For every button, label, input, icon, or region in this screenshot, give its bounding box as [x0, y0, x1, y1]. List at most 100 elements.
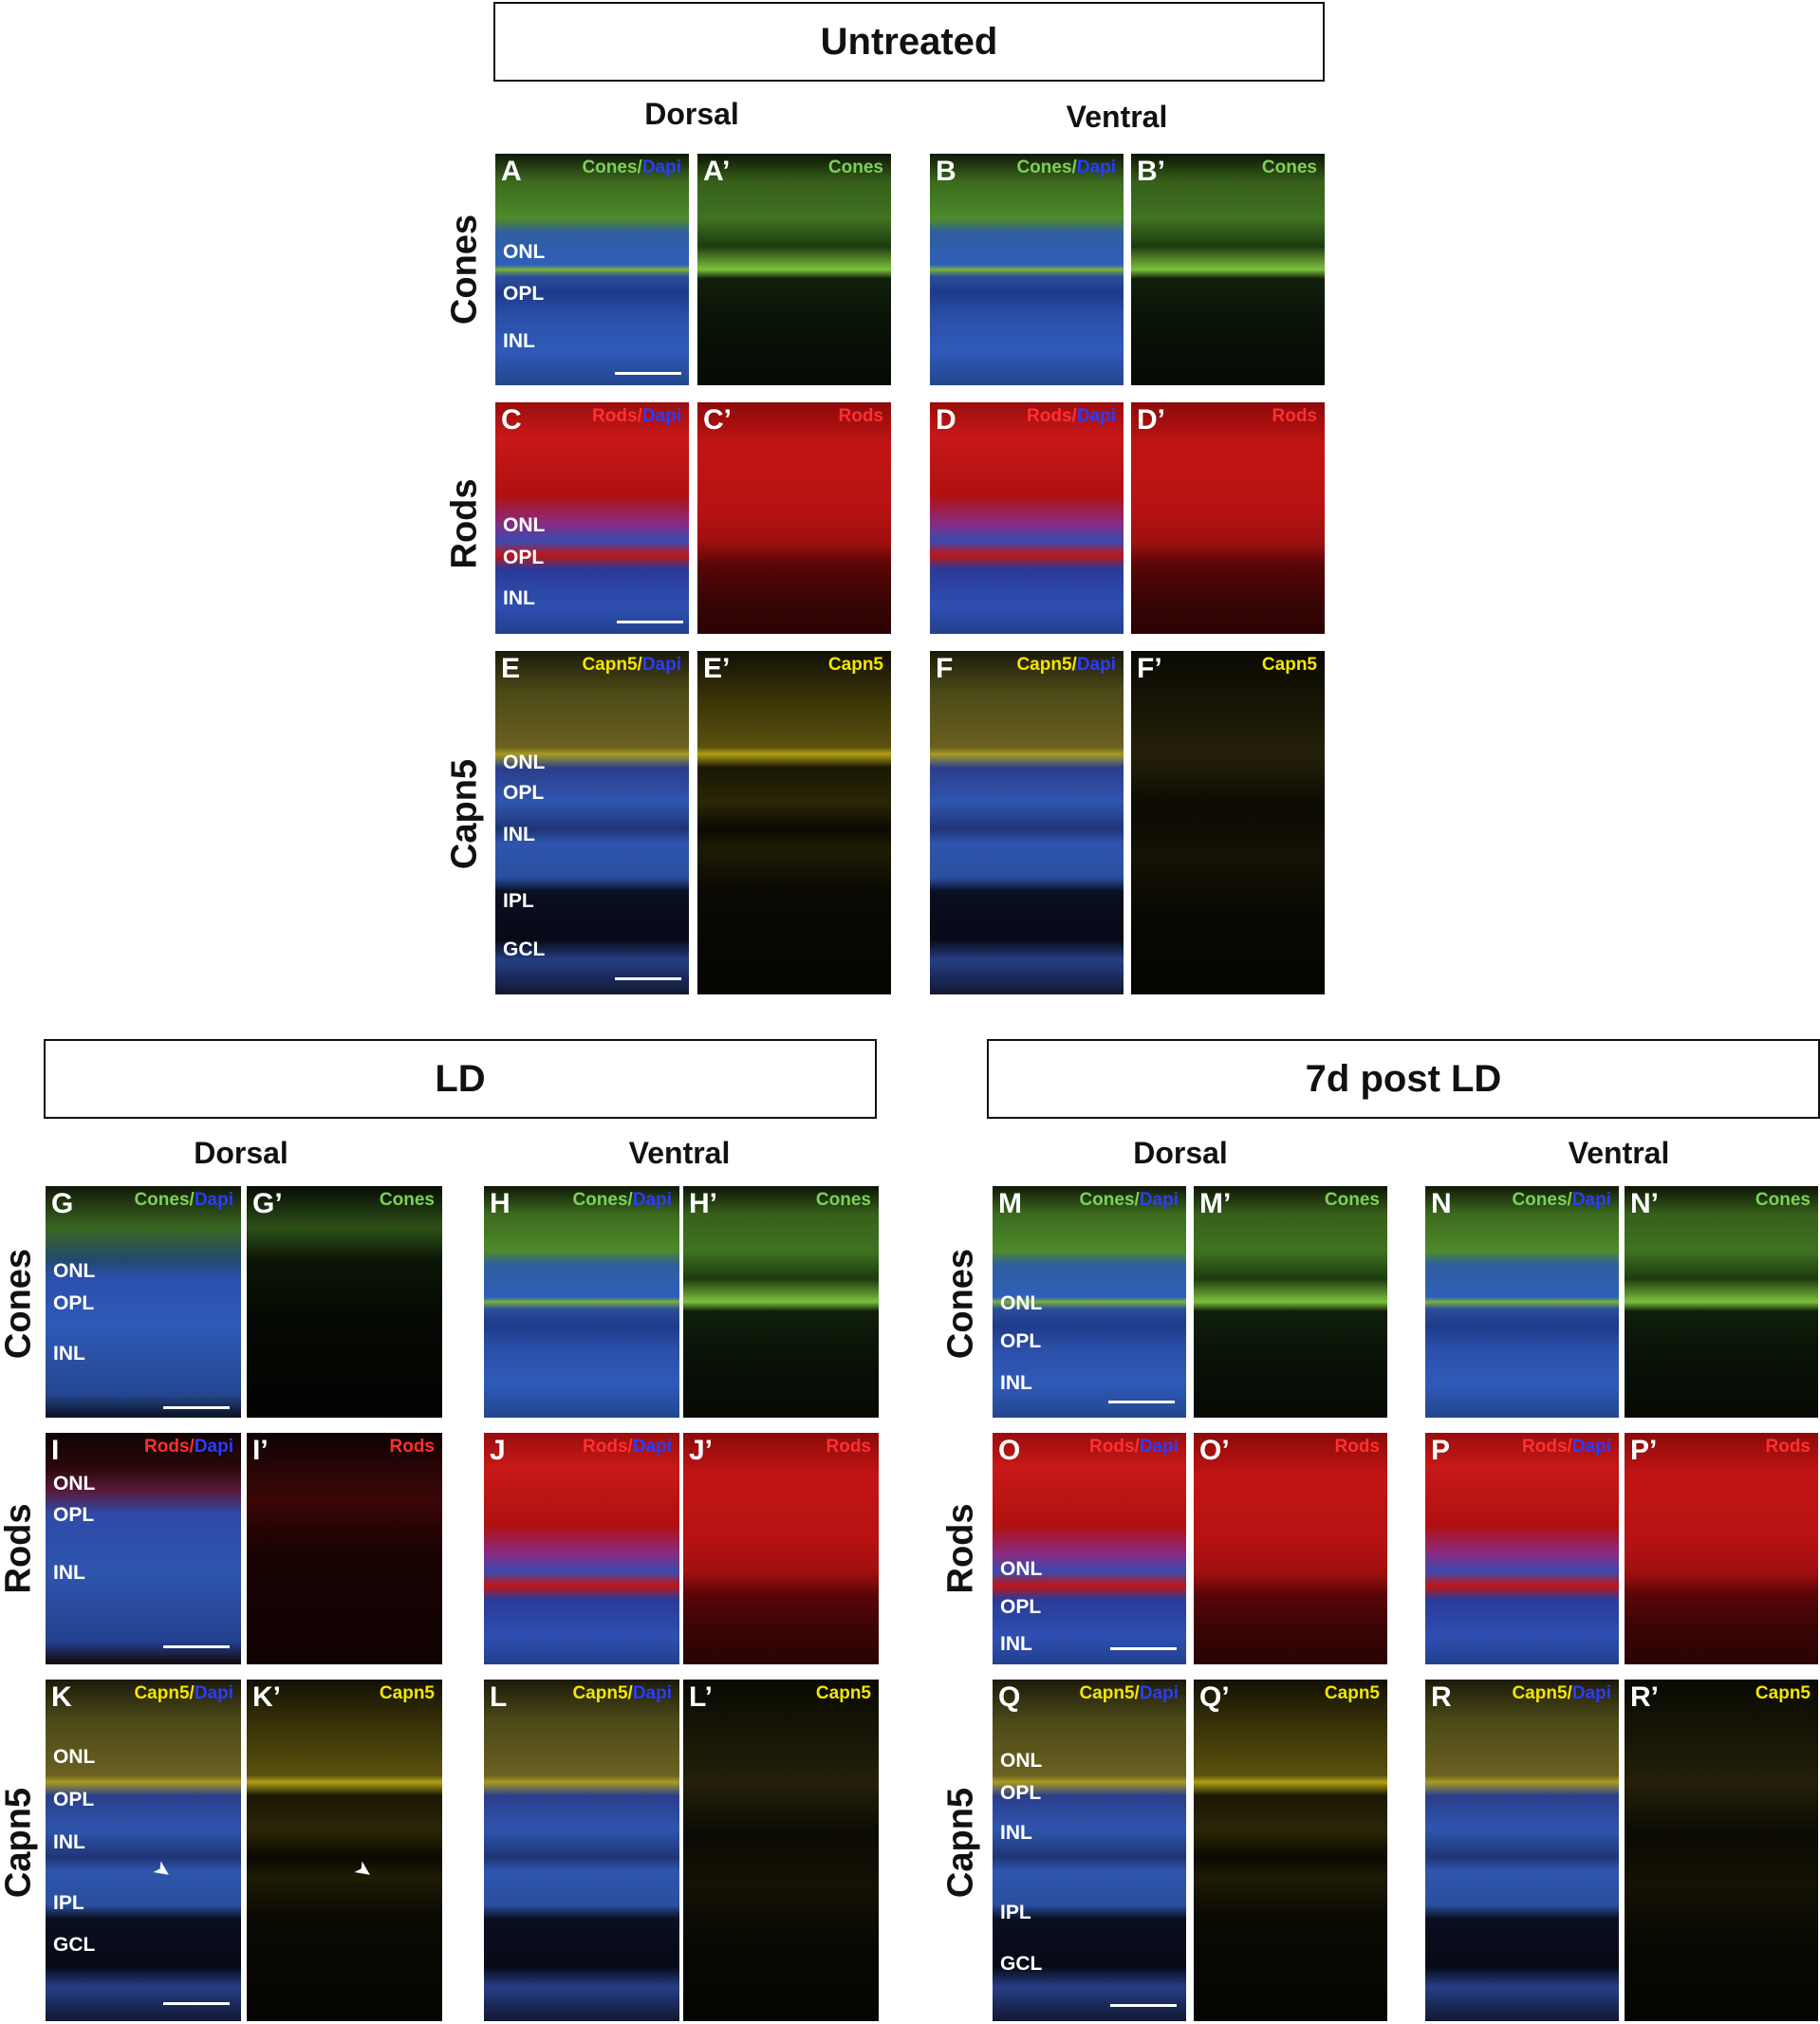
- stain-label: Capn5: [379, 1683, 435, 1703]
- micrograph: [1131, 154, 1325, 385]
- panel-K-prime: K’ Capn5 ➤: [247, 1680, 442, 2021]
- layer-label-inl: INL: [503, 330, 535, 352]
- panel-C-prime: C’ Rods: [697, 402, 891, 634]
- micrograph: [683, 1680, 879, 2021]
- panel-label: E’: [703, 653, 731, 684]
- layer-label-ipl: IPL: [503, 890, 534, 912]
- row-title-capn5: Capn5: [444, 758, 485, 870]
- scale-bar: [1110, 1647, 1177, 1650]
- micrograph: [46, 1680, 241, 2021]
- stain-label: Capn5: [1755, 1683, 1811, 1703]
- stain-label: Capn5/Dapi: [134, 1683, 233, 1703]
- panel-E-prime: E’ Capn5: [697, 651, 891, 994]
- panel-label: H: [490, 1188, 511, 1219]
- panel-J: J Rods/Dapi: [484, 1433, 679, 1664]
- panel-label: M’: [1199, 1188, 1232, 1219]
- panel-R-prime: R’ Capn5: [1625, 1680, 1818, 2021]
- panel-label: Q: [998, 1681, 1021, 1713]
- stain-label: Rods: [1765, 1437, 1811, 1457]
- scale-bar: [615, 977, 681, 980]
- panel-label: O’: [1199, 1435, 1230, 1466]
- panel-A: A Cones/Dapi ONL OPL INL: [495, 154, 689, 385]
- layer-label-onl: ONL: [53, 1260, 96, 1282]
- layer-label-opl: OPL: [1000, 1596, 1042, 1618]
- micrograph: [993, 1186, 1186, 1418]
- stain-label: Rods: [1272, 406, 1318, 426]
- panel-label: M: [998, 1188, 1022, 1219]
- panel-label: D: [936, 404, 956, 436]
- panel-label: R: [1431, 1681, 1452, 1713]
- stain-label: Cones/Dapi: [572, 1190, 672, 1210]
- scale-bar: [1108, 1401, 1175, 1403]
- section-title-7d-post-ld: 7d post LD: [987, 1039, 1820, 1119]
- panel-label: Q’: [1199, 1681, 1230, 1713]
- stain-label: Cones/Dapi: [582, 158, 681, 177]
- panel-K: K Capn5/Dapi ONL OPL INL IPL GCL ➤: [46, 1680, 241, 2021]
- panel-label: R’: [1630, 1681, 1659, 1713]
- scale-bar: [163, 1645, 230, 1648]
- stain-label: Capn5: [815, 1683, 871, 1703]
- row-title-cones: Cones: [0, 1248, 39, 1360]
- panel-label: L: [490, 1681, 508, 1713]
- panel-label: C’: [703, 404, 732, 436]
- layer-label-onl: ONL: [503, 514, 546, 536]
- layer-label-gcl: GCL: [53, 1934, 96, 1956]
- panel-label: I’: [252, 1435, 269, 1466]
- section-title-text: LD: [435, 1057, 486, 1100]
- micrograph: [484, 1680, 679, 2021]
- micrograph: [46, 1433, 241, 1664]
- stain-label: Cones: [1755, 1190, 1811, 1210]
- panel-label: C: [501, 404, 522, 436]
- layer-label-onl: ONL: [503, 241, 546, 263]
- panel-label: K: [51, 1681, 72, 1713]
- stain-label: Rods/Dapi: [592, 406, 681, 426]
- section-title-text: Untreated: [820, 20, 998, 63]
- micrograph: [683, 1186, 879, 1418]
- layer-label-inl: INL: [1000, 1822, 1032, 1844]
- panel-label: K’: [252, 1681, 281, 1713]
- layer-label-ipl: IPL: [53, 1892, 84, 1914]
- panel-R: R Capn5/Dapi: [1425, 1680, 1619, 2021]
- micrograph: [484, 1433, 679, 1664]
- column-title-ventral: Ventral: [628, 1136, 731, 1170]
- micrograph: [993, 1433, 1186, 1664]
- stain-label: Capn5/Dapi: [572, 1683, 672, 1703]
- panel-L: L Capn5/Dapi: [484, 1680, 679, 2021]
- panel-label: G’: [252, 1188, 283, 1219]
- micrograph: [495, 402, 689, 634]
- layer-label-onl: ONL: [53, 1473, 96, 1495]
- scale-bar: [617, 621, 683, 623]
- micrograph: [993, 1680, 1186, 2021]
- stain-label: Cones/Dapi: [1512, 1190, 1611, 1210]
- stain-label: Capn5: [827, 655, 883, 675]
- section-title-ld: LD: [44, 1039, 877, 1119]
- stain-label: Cones: [379, 1190, 435, 1210]
- layer-label-opl: OPL: [53, 1789, 95, 1810]
- panel-label: N: [1431, 1188, 1452, 1219]
- micrograph: [1625, 1433, 1818, 1664]
- stain-label: Capn5/Dapi: [1016, 655, 1116, 675]
- stain-label: Capn5: [1261, 655, 1317, 675]
- layer-label-inl: INL: [503, 587, 535, 609]
- micrograph: [1194, 1680, 1387, 2021]
- stain-label: Cones/Dapi: [1016, 158, 1116, 177]
- section-title-untreated: Untreated: [493, 2, 1325, 82]
- panel-Q: Q Capn5/Dapi ONL OPL INL IPL GCL: [993, 1680, 1186, 2021]
- stain-label: Rods: [1334, 1437, 1381, 1457]
- layer-label-onl: ONL: [53, 1746, 96, 1768]
- panel-N: N Cones/Dapi: [1425, 1186, 1619, 1418]
- panel-label: N’: [1630, 1188, 1659, 1219]
- panel-label: H’: [689, 1188, 717, 1219]
- panel-label: F’: [1137, 653, 1162, 684]
- column-title-ventral: Ventral: [1066, 100, 1168, 134]
- panel-F: F Capn5/Dapi: [930, 651, 1124, 994]
- layer-label-ipl: IPL: [1000, 1902, 1031, 1923]
- stain-label: Rods/Dapi: [1089, 1437, 1179, 1457]
- row-title-capn5: Capn5: [0, 1787, 39, 1899]
- panel-label: I: [51, 1435, 60, 1466]
- micrograph: [683, 1433, 879, 1664]
- micrograph: [1131, 651, 1325, 994]
- panel-P: P Rods/Dapi: [1425, 1433, 1619, 1664]
- column-title-dorsal: Dorsal: [1133, 1136, 1228, 1170]
- panel-D: D Rods/Dapi: [930, 402, 1124, 634]
